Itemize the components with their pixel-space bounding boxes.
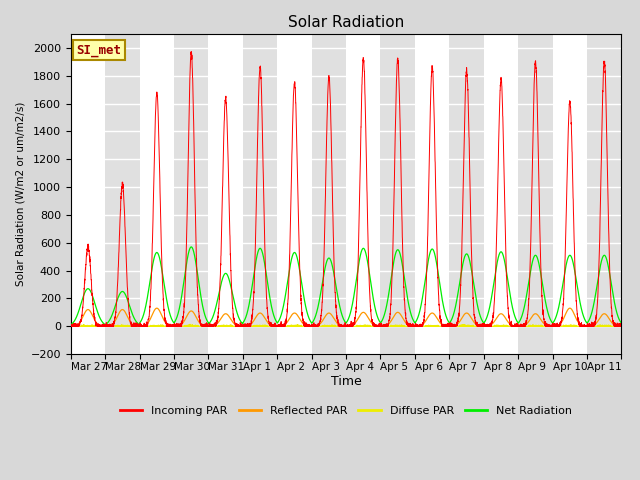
Bar — [312, 34, 346, 354]
Bar — [449, 34, 484, 354]
Text: SI_met: SI_met — [76, 44, 122, 57]
X-axis label: Time: Time — [331, 374, 362, 387]
Bar — [209, 34, 243, 354]
Bar — [381, 34, 415, 354]
Bar — [587, 34, 621, 354]
Bar — [105, 34, 140, 354]
Bar — [71, 34, 105, 354]
Bar — [415, 34, 449, 354]
Legend: Incoming PAR, Reflected PAR, Diffuse PAR, Net Radiation: Incoming PAR, Reflected PAR, Diffuse PAR… — [116, 401, 577, 420]
Title: Solar Radiation: Solar Radiation — [288, 15, 404, 30]
Bar — [552, 34, 587, 354]
Bar — [277, 34, 312, 354]
Bar — [174, 34, 209, 354]
Bar — [518, 34, 552, 354]
Y-axis label: Solar Radiation (W/m2 or um/m2/s): Solar Radiation (W/m2 or um/m2/s) — [15, 102, 25, 286]
Bar — [140, 34, 174, 354]
Bar — [484, 34, 518, 354]
Bar — [243, 34, 277, 354]
Bar — [346, 34, 381, 354]
